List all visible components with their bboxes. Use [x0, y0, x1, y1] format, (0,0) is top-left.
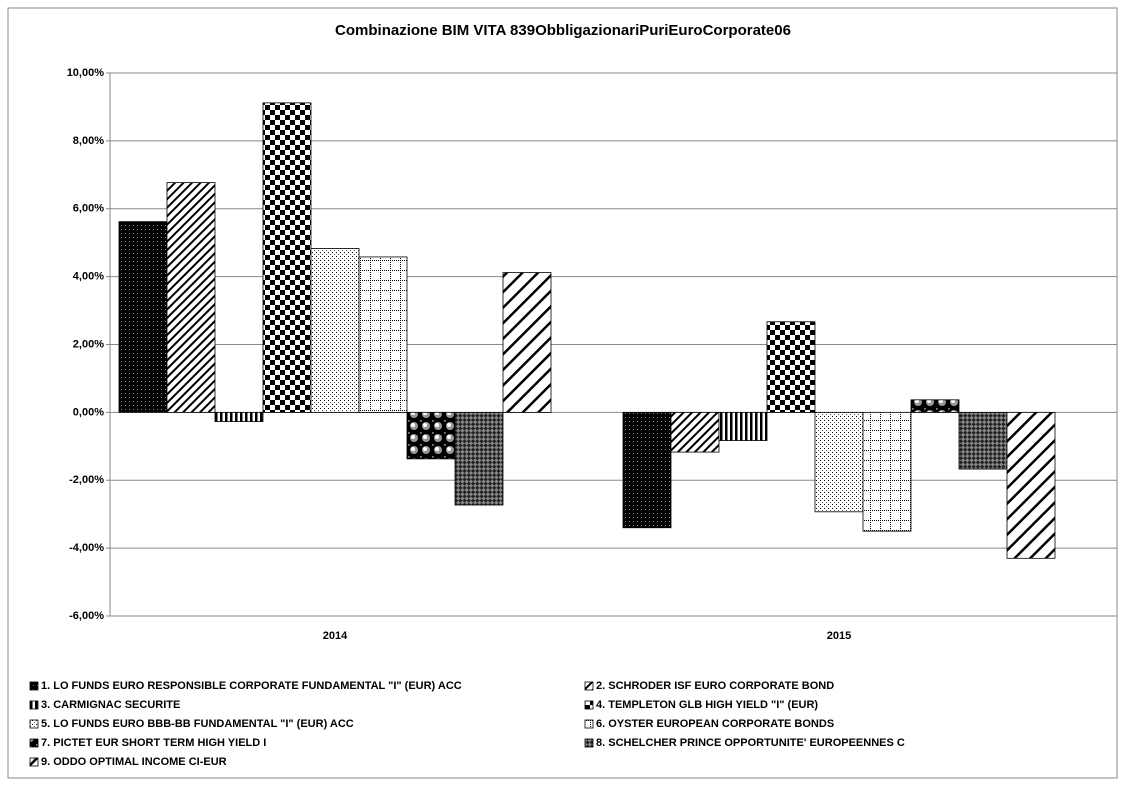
y-tick-label: 0,00% [73, 406, 104, 418]
legend-swatch [29, 757, 39, 767]
bar [214, 411, 264, 422]
legend-label: 3. CARMIGNAC SECURITE [41, 699, 180, 711]
bar [814, 411, 864, 513]
y-tick-label: 10,00% [67, 67, 105, 79]
legend-label: 4. TEMPLETON GLB HIGH YIELD "I" (EUR) [596, 699, 818, 711]
y-tick-label: -4,00% [69, 542, 104, 554]
legend-swatch [584, 681, 594, 691]
legend-swatch [584, 738, 594, 748]
legend-label: 1. LO FUNDS EURO RESPONSIBLE CORPORATE F… [41, 680, 462, 692]
legend-label: 7. PICTET EUR SHORT TERM HIGH YIELD I [41, 737, 266, 749]
bar [262, 102, 312, 413]
y-tick-label: 2,00% [73, 338, 104, 350]
bar [118, 221, 168, 413]
legend-swatch [584, 700, 594, 710]
bar [502, 272, 552, 413]
legend-label: 2. SCHRODER ISF EURO CORPORATE BOND [596, 680, 834, 692]
legend-swatch [29, 719, 39, 729]
bar [1006, 411, 1056, 559]
y-tick-label: 8,00% [73, 135, 104, 147]
legend-label: 8. SCHELCHER PRINCE OPPORTUNITE' EUROPEE… [596, 737, 905, 749]
bar [454, 411, 504, 506]
legend-swatch [584, 719, 594, 729]
bar [766, 321, 816, 413]
bar [622, 411, 672, 529]
y-tick-label: -2,00% [69, 474, 104, 486]
legend-swatch [29, 700, 39, 710]
x-tick-label: 2014 [323, 630, 348, 642]
legend-label: 5. LO FUNDS EURO BBB-BB FUNDAMENTAL "I" … [41, 718, 354, 730]
y-tick-label: 4,00% [73, 271, 104, 283]
bar [166, 182, 216, 413]
bar [670, 411, 720, 453]
y-tick-label: 6,00% [73, 203, 104, 215]
y-tick-label: -6,00% [69, 610, 104, 622]
bar [862, 411, 912, 532]
bar [406, 411, 456, 460]
legend-swatch [29, 738, 39, 748]
bar [958, 411, 1008, 470]
bar [910, 399, 960, 413]
bar [358, 256, 408, 413]
x-tick-label: 2015 [827, 630, 851, 642]
legend-label: 9. ODDO OPTIMAL INCOME CI-EUR [41, 756, 227, 768]
bar [310, 248, 360, 413]
chart-title: Combinazione BIM VITA 839ObbligazionariP… [335, 22, 791, 39]
legend-label: 6. OYSTER EUROPEAN CORPORATE BONDS [596, 718, 834, 730]
bar [718, 411, 768, 441]
legend-swatch [29, 681, 39, 691]
